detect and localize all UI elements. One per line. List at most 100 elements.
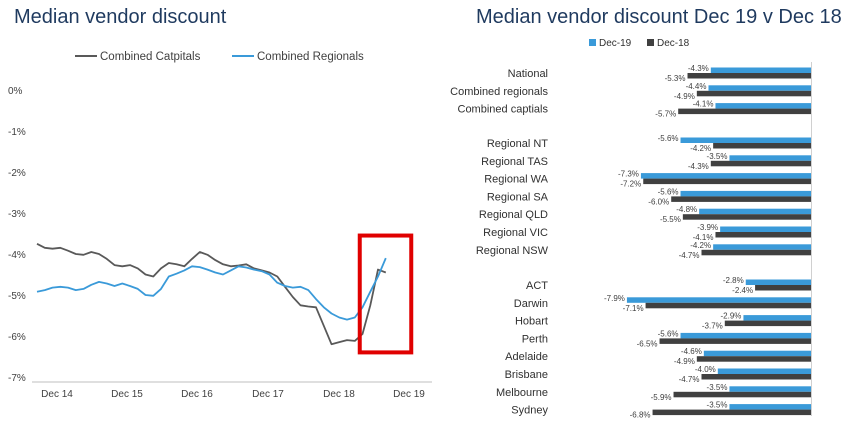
data-label-dec18: -5.3% [665,74,686,83]
data-label-dec19: -4.0% [695,365,716,374]
category-label: Adelaide [505,351,548,363]
y-tick-label: -3% [8,209,26,220]
data-label-dec18: -4.3% [688,162,709,171]
category-label: Regional VIC [483,227,548,239]
data-label-dec18: -4.7% [679,251,700,260]
data-label-dec18: -7.1% [623,304,644,313]
y-tick-label: -2% [8,168,26,179]
bar-dec18 [652,409,811,416]
bar-dec19 [715,103,811,109]
y-tick-label: -5% [8,291,26,302]
bar-dec18 [710,160,811,167]
line-chart: 0% -1% -2% -3% -4% -5% -6% -7% Dec 14 Dec 15 Dec 1… [8,51,432,400]
bar-dec19 [729,404,811,410]
data-label-dec19: -4.3% [688,64,709,73]
data-label-dec19: -3.5% [707,401,728,410]
category-label: National [508,68,548,80]
x-tick-label: Dec 18 [323,389,355,400]
bar-dec18 [715,232,811,238]
bar-dec19 [745,279,811,285]
data-label-dec18: -6.0% [648,197,669,206]
category-label: Melbourne [496,387,548,399]
data-label-dec18: -2.4% [732,286,753,295]
data-label-dec19: -4.6% [681,347,702,356]
y-tick-label: -1% [8,127,26,138]
data-label-dec18: -4.7% [679,375,700,384]
bar-dec18 [696,90,811,97]
bar-dec18 [643,178,811,185]
data-label-dec19: -5.6% [658,187,679,196]
data-label-dec19: -4.2% [690,241,711,250]
x-tick-label: Dec 15 [111,389,143,400]
data-label-dec18: -4.1% [693,233,714,242]
data-label-dec19: -3.9% [697,223,718,232]
bar-dec19 [720,226,811,232]
y-tick-label: -4% [8,250,26,261]
bar-dec18 [659,338,811,344]
data-label-dec18: -4.9% [674,357,695,366]
data-label-dec19: -3.5% [707,152,728,161]
category-label: Regional NSW [476,245,549,257]
category-label: Regional SA [487,191,549,203]
bar-dec18 [687,73,811,79]
legend-label-dec19: Dec-19 [599,38,632,49]
bar-dec19 [743,315,811,321]
data-label-dec19: -5.6% [658,329,679,338]
legend-swatch-dec19 [589,39,596,46]
bar-dec18 [713,143,811,149]
y-tick-label: -7% [8,373,26,384]
bar-dec19 [708,85,811,91]
bar-dec18 [724,320,811,327]
category-label: Brisbane [505,369,548,381]
bar-dec19 [680,190,811,197]
bar-dec19 [680,137,811,143]
data-label-dec19: -3.5% [707,383,728,392]
bar-dec18 [645,302,811,309]
data-label-dec18: -5.9% [651,393,672,402]
bar-dec19 [713,244,811,250]
data-label-dec18: -6.8% [630,411,651,420]
bar-dec18 [671,196,811,202]
legend-swatch-dec18 [647,39,654,46]
bar-dec18 [701,374,811,380]
bar-dec19 [640,173,811,179]
bar-dec18 [696,356,811,362]
legend-label-capitals: Combined Catpitals [100,51,201,63]
left-chart-title: Median vendor discount [14,6,227,28]
y-tick-label: -6% [8,332,26,343]
category-label: Hobart [515,316,548,328]
category-label: Regional QLD [479,209,548,221]
data-label-dec18: -5.5% [660,215,681,224]
data-label-dec19: -5.6% [658,134,679,143]
category-label: Perth [522,333,548,345]
category-label: ACT [526,280,548,292]
data-label-dec18: -7.2% [620,180,641,189]
bar-dec19 [710,67,811,73]
bar-dec19 [729,155,811,161]
bar-dec18 [673,391,811,398]
bar-dec18 [682,214,811,220]
x-tick-label: Dec 17 [252,389,284,400]
data-label-dec18: -4.9% [674,92,695,101]
category-label: Regional WA [484,174,548,186]
legend-label-dec18: Dec-18 [657,38,690,49]
data-label-dec19: -4.1% [693,100,714,109]
bar-dec18 [678,108,811,115]
data-label-dec19: -7.3% [618,170,639,179]
legend-label-regionals: Combined Regionals [257,51,364,63]
bar-dec19 [699,208,811,215]
data-label-dec18: -4.2% [690,144,711,153]
x-tick-label: Dec 19 [393,389,425,400]
data-label-dec19: -2.9% [721,312,742,321]
bar-dec19 [680,332,811,339]
category-label: Darwin [514,298,548,310]
right-chart-title: Median vendor discount Dec 19 v Dec 18 [476,6,842,28]
data-label-dec18: -5.7% [655,110,676,119]
bar-dec19 [626,297,811,303]
data-label-dec19: -2.8% [723,276,744,285]
x-tick-label: Dec 16 [181,389,213,400]
bar-dec19 [717,368,811,374]
data-label-dec19: -4.4% [686,82,707,91]
category-label: Regional TAS [481,156,548,168]
series-line-regionals [36,257,387,321]
